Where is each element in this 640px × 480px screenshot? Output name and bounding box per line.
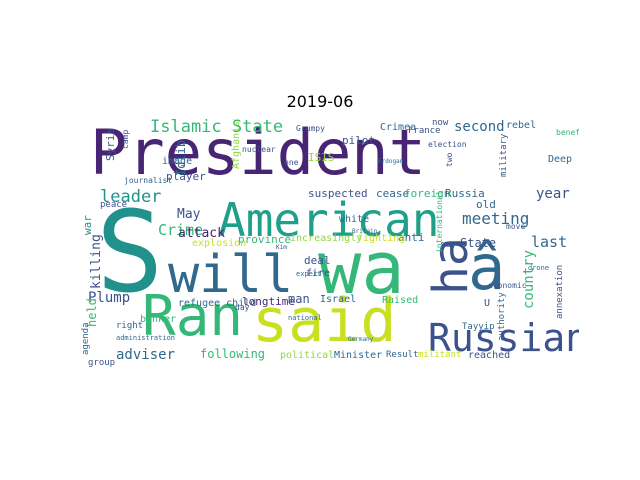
- word-tayyip: Tayyip: [462, 322, 495, 332]
- word-election: election: [428, 140, 467, 149]
- word-ran: Ran: [142, 284, 244, 349]
- word-said: said: [252, 286, 397, 356]
- word-player: player: [166, 170, 206, 183]
- word-following: following: [200, 347, 266, 361]
- word-political: political: [280, 350, 335, 361]
- word-journalist: journalist: [124, 176, 173, 185]
- word-move: move: [506, 222, 526, 231]
- word-camp: camp: [121, 129, 130, 149]
- word-cloud: President S wa will American Ran said ha…: [80, 119, 579, 368]
- word-pilot: pilot: [342, 134, 376, 147]
- word-right: right: [116, 321, 144, 331]
- word-longtime: longtime: [242, 295, 295, 308]
- word-britain: Britain: [352, 228, 378, 235]
- word-authority: authority: [497, 292, 507, 341]
- word-administration: administration: [116, 334, 176, 342]
- word-grumpy: Grumpy: [296, 124, 325, 133]
- word-international: international: [435, 190, 444, 253]
- word-isis: ISIS: [308, 151, 335, 164]
- word-u: U: [484, 298, 491, 309]
- word-wa: wa: [318, 226, 405, 310]
- word-syria: Syria: [104, 127, 117, 161]
- word-province: province: [238, 233, 291, 246]
- word-foreign: foreign: [404, 187, 451, 200]
- word-annexation: annexation: [555, 264, 565, 319]
- word-peace: peace: [100, 200, 128, 210]
- word-second: second: [454, 119, 505, 135]
- word-crime: Crime: [158, 221, 204, 239]
- word-attack: attack: [178, 226, 225, 241]
- word-white: white: [339, 214, 370, 225]
- word-year: year: [536, 186, 570, 202]
- word-country: country: [521, 249, 537, 309]
- word-fighting: fighting: [357, 233, 406, 244]
- word-plump: Plump: [88, 290, 131, 306]
- word-american: American: [218, 193, 440, 247]
- word-war: war: [81, 215, 94, 235]
- word-raised: Raised: [382, 295, 419, 306]
- word-military: military: [499, 133, 509, 177]
- word-meeting: meeting: [462, 209, 530, 228]
- word-minister: Minister: [334, 350, 383, 361]
- word-drone: drone: [528, 264, 550, 272]
- word-may: May: [177, 207, 201, 222]
- word-explosion: explosion: [192, 238, 247, 249]
- word-killing: killing: [89, 234, 104, 289]
- word-kim: Kim: [276, 244, 287, 251]
- word-islamic-state: Islamic State: [150, 119, 284, 137]
- word-erdogan: Erdogan: [378, 158, 404, 165]
- word-cease: cease: [376, 187, 410, 200]
- word-refugee-child: refugee child: [178, 298, 257, 309]
- word-national: national: [288, 314, 322, 322]
- word-israel: Israel: [320, 294, 357, 305]
- word-militant: militant: [418, 350, 462, 360]
- word-rebel: rebel: [506, 120, 537, 131]
- word-russia: Russia: [445, 187, 485, 200]
- word-old: old: [476, 198, 496, 211]
- word-two: two: [445, 152, 454, 167]
- word-result: Result: [386, 350, 419, 360]
- word-increasingly: increasingly: [290, 233, 363, 244]
- word-afghanistan: Afghanistan: [231, 119, 242, 169]
- word-s: S: [96, 188, 164, 318]
- word-anti: anti: [398, 231, 425, 244]
- word-day: day: [235, 303, 250, 312]
- plot-title: 2019-06: [286, 92, 354, 111]
- word-will: will: [168, 245, 294, 305]
- word-economic: economic: [488, 281, 527, 290]
- word-leader: leader: [100, 187, 162, 207]
- word-state: State: [460, 236, 497, 250]
- word-russian: Russian: [428, 316, 579, 360]
- word-reached: reached: [468, 350, 511, 361]
- word-banker: banker: [140, 314, 177, 325]
- word-benefit: benefit: [556, 128, 579, 137]
- word-agenda: agenda: [81, 322, 91, 355]
- word-deal: deal: [304, 254, 331, 267]
- word-now: now: [432, 119, 449, 128]
- word-adviser: adviser: [116, 347, 176, 363]
- word-france: France: [408, 126, 441, 136]
- word-crimea: Crimea: [380, 122, 417, 133]
- word-fire: fire: [306, 268, 331, 279]
- word-germany: Germany: [348, 336, 374, 343]
- word-suspected: suspected: [308, 187, 368, 200]
- word-a-circumflex: â: [468, 231, 506, 304]
- word-nuclear: nuclear: [242, 145, 276, 154]
- word-image: image: [162, 156, 193, 167]
- word-expert: expert: [296, 270, 322, 278]
- word-president: President: [90, 119, 426, 189]
- word-group: group: [88, 358, 116, 368]
- word-deep: Deep: [548, 154, 573, 165]
- word-say: say: [440, 240, 457, 250]
- word-man: man: [288, 292, 310, 306]
- word-last: last: [531, 233, 568, 251]
- word-one: one: [284, 158, 299, 167]
